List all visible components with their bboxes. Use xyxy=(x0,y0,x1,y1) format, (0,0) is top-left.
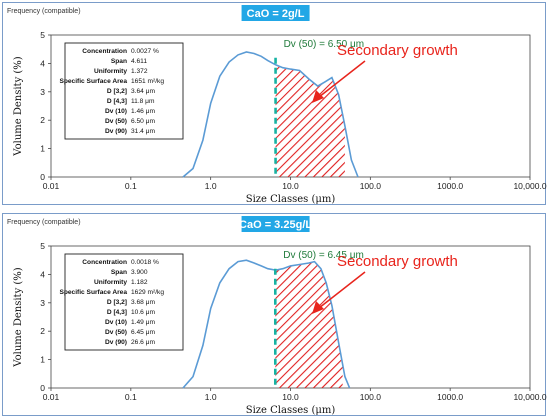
stat-value: 1.372 xyxy=(131,68,148,75)
y-tick-label: 3 xyxy=(40,298,45,308)
stat-label: D [4,3] xyxy=(107,98,127,105)
y-tick-label: 4 xyxy=(40,58,45,68)
stat-label: D [3,2] xyxy=(107,299,127,306)
chart-svg-1: Frequency (compatible) 0 1 2 3 4 5 0.01 0.1 1.0 10… xyxy=(7,5,547,205)
secondary-growth-hatch xyxy=(275,64,345,177)
x-tick-label: 1.0 xyxy=(205,392,217,402)
stat-label: D [3,2] xyxy=(107,88,127,95)
x-tick-label: 10.0 xyxy=(282,181,299,191)
x-axis-label: Size Classes (μm) xyxy=(246,405,336,416)
stat-label: Dv (90) xyxy=(105,339,127,346)
median-label: Dv (50) = 6.50 μm xyxy=(284,39,365,50)
annotation-label: Secondary growth xyxy=(337,253,458,270)
y-axis-label: Volume Density (%) xyxy=(13,267,24,367)
x-tick-label: 10,000.0 xyxy=(513,392,546,402)
stat-label: Span xyxy=(111,58,127,65)
stat-value: 3.900 xyxy=(131,269,148,276)
stats-box xyxy=(64,253,184,351)
chart-title: CaO = 3.25g/L xyxy=(239,219,312,231)
x-tick-label: 10,000.0 xyxy=(513,181,546,191)
title-badge-bg xyxy=(241,5,310,21)
y-tick-label: 1 xyxy=(40,144,45,154)
stat-label: Dv (10) xyxy=(105,319,127,326)
stat-label: Dv (50) xyxy=(105,118,127,125)
x-tick-label: 100.0 xyxy=(360,392,382,402)
y-tick-label: 2 xyxy=(40,326,45,336)
secondary-growth-hatch xyxy=(275,261,343,388)
x-tick-label: 1.0 xyxy=(205,181,217,191)
x-tick-label: 0.1 xyxy=(125,392,137,402)
chart-panel-2: Frequency (compatible) 0 1 2 3 4 5 0.01 0.1 1.0 10… xyxy=(2,213,547,416)
y-axis-label: Volume Density (%) xyxy=(13,56,24,156)
stat-label: Specific Surface Area xyxy=(59,289,127,296)
stat-value: 0.0027 % xyxy=(131,48,159,55)
x-tick-label: 1000.0 xyxy=(437,181,463,191)
frame-label: Frequency (compatible) xyxy=(7,8,81,15)
y-tick-label: 3 xyxy=(40,87,45,97)
stat-value: 0.0018 % xyxy=(131,259,159,266)
stat-value: 1.182 xyxy=(131,279,148,286)
x-tick-label: 0.01 xyxy=(43,181,60,191)
stats-box xyxy=(64,42,184,140)
stat-value: 1651 m²/kg xyxy=(131,78,164,85)
stat-value: 1629 m²/kg xyxy=(131,289,164,296)
stat-value: 10.6 μm xyxy=(131,309,155,316)
y-tick-label: 0 xyxy=(40,383,45,393)
x-tick-label: 10.0 xyxy=(282,392,299,402)
annotation-arrow-line xyxy=(318,60,366,98)
x-axis-label: Size Classes (μm) xyxy=(246,194,336,205)
chart-title: CaO = 2g/L xyxy=(247,8,305,20)
stat-label: Concentration xyxy=(82,48,127,55)
stat-label: Span xyxy=(111,269,127,276)
stat-value: 3.64 μm xyxy=(131,88,155,95)
annotation-arrow-head xyxy=(312,90,324,103)
stat-label: Uniformity xyxy=(94,68,127,75)
stat-label: Concentration xyxy=(82,259,127,266)
stat-value: 11.8 μm xyxy=(131,98,155,105)
annotation-label: Secondary growth xyxy=(337,42,458,59)
stat-value: 4.611 xyxy=(131,58,147,65)
title-badge-bg xyxy=(241,216,310,232)
stat-value: 1.46 μm xyxy=(131,108,155,115)
distribution-curve xyxy=(182,51,359,178)
annotation-arrow-line xyxy=(318,271,366,309)
stat-value: 6.45 μm xyxy=(131,329,155,336)
x-tick-label: 0.01 xyxy=(43,392,60,402)
chart-panel-1: Frequency (compatible) 0 1 2 3 4 5 0.01 0.1 1.0 10… xyxy=(2,2,547,205)
stat-label: Dv (10) xyxy=(105,108,127,115)
stat-value: 6.50 μm xyxy=(131,118,155,125)
stat-label: Dv (50) xyxy=(105,329,127,336)
stat-value: 26.6 μm xyxy=(131,339,155,346)
stat-value: 3.68 μm xyxy=(131,299,155,306)
y-tick-label: 5 xyxy=(40,241,45,251)
x-tick-label: 1000.0 xyxy=(437,392,463,402)
y-tick-label: 2 xyxy=(40,115,45,125)
x-tick-label: 0.1 xyxy=(125,181,137,191)
y-tick-label: 5 xyxy=(40,30,45,40)
y-tick-label: 4 xyxy=(40,269,45,279)
stat-value: 1.49 μm xyxy=(131,319,155,326)
stat-label: Uniformity xyxy=(94,279,127,286)
frame-label: Frequency (compatible) xyxy=(7,219,81,226)
stat-label: Specific Surface Area xyxy=(59,78,127,85)
chart-svg-2: Frequency (compatible) 0 1 2 3 4 5 0.01 0.1 1.0 10… xyxy=(7,216,547,416)
annotation-arrow-head xyxy=(312,301,324,314)
median-label: Dv (50) = 6.45 μm xyxy=(283,250,364,261)
y-tick-label: 0 xyxy=(40,172,45,182)
x-tick-label: 100.0 xyxy=(360,181,382,191)
stat-label: D [4,3] xyxy=(107,309,127,316)
y-tick-label: 1 xyxy=(40,355,45,365)
stat-label: Dv (90) xyxy=(105,128,127,135)
stat-value: 31.4 μm xyxy=(131,128,155,135)
